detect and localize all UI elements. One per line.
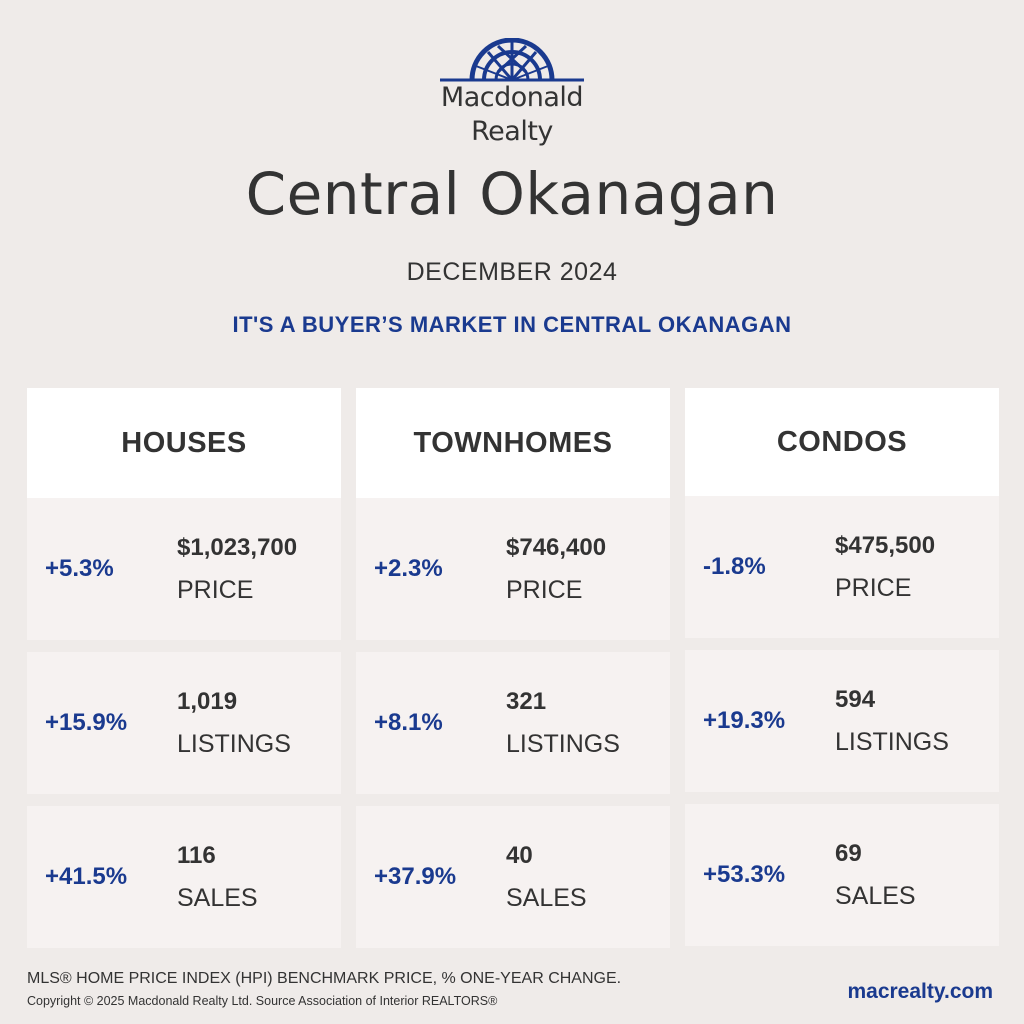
stat-card-listings: +8.1% 321 LISTINGS [356, 652, 670, 794]
stat-card-listings: +15.9% 1,019 LISTINGS [27, 652, 341, 794]
houses-column: HOUSES +5.3% $1,023,700 PRICE +15.9% 1,0… [27, 388, 341, 948]
copyright-notice: Copyright © 2025 Macdonald Realty Ltd. S… [27, 994, 498, 1008]
condos-column: CONDOS -1.8% $475,500 PRICE +19.3% 594 L… [685, 388, 999, 946]
stat-change: +8.1% [374, 709, 443, 736]
stat-change: +2.3% [374, 555, 443, 582]
stat-label: LISTINGS [177, 730, 291, 758]
brand-name-line1: Macdonald [440, 82, 584, 113]
report-month: DECEMBER 2024 [406, 258, 618, 286]
stat-value: 69 [835, 840, 862, 867]
stat-card-sales: +53.3% 69 SALES [685, 804, 999, 946]
stat-value: 1,019 [177, 688, 238, 715]
compass-rose-logo-icon [440, 38, 584, 82]
stat-label: SALES [506, 884, 587, 912]
stat-change: +53.3% [703, 861, 786, 888]
stat-value: 594 [835, 686, 876, 713]
stat-label: PRICE [506, 576, 583, 604]
stat-card-listings: +19.3% 594 LISTINGS [685, 650, 999, 792]
stat-card-price: +2.3% $746,400 PRICE [356, 498, 670, 640]
page-title: Central Okanagan [245, 160, 779, 228]
market-headline: IT'S A BUYER’S MARKET IN CENTRAL OKANAGA… [232, 312, 792, 337]
stat-card-price: -1.8% $475,500 PRICE [685, 496, 999, 638]
stat-card-sales: +41.5% 116 SALES [27, 806, 341, 948]
hpi-footnote: MLS® HOME PRICE INDEX (HPI) BENCHMARK PR… [27, 970, 622, 987]
stat-label: SALES [177, 884, 258, 912]
stat-value: 40 [506, 842, 533, 869]
brand-logo: Macdonald Realty [0, 34, 1024, 162]
column-header: HOUSES [27, 388, 341, 498]
stat-value: $746,400 [506, 534, 607, 561]
stat-change: -1.8% [703, 553, 766, 580]
townhomes-column: TOWNHOMES +2.3% $746,400 PRICE +8.1% 321… [356, 388, 670, 948]
column-header: TOWNHOMES [356, 388, 670, 498]
stat-card-price: +5.3% $1,023,700 PRICE [27, 498, 341, 640]
stat-change: +15.9% [45, 709, 128, 736]
stat-label: PRICE [177, 576, 254, 604]
brand-name-line2: Realty [471, 116, 553, 147]
stat-value: 116 [177, 842, 216, 869]
stat-value: $1,023,700 [177, 534, 298, 561]
stat-value: 321 [506, 688, 547, 715]
stat-label: LISTINGS [835, 728, 949, 756]
stat-change: +37.9% [374, 863, 457, 890]
column-header: CONDOS [685, 388, 999, 496]
stat-change: +19.3% [703, 707, 786, 734]
stat-label: SALES [835, 882, 916, 910]
stat-card-sales: +37.9% 40 SALES [356, 806, 670, 948]
stat-change: +5.3% [45, 555, 114, 582]
stat-value: $475,500 [835, 532, 936, 559]
stat-label: LISTINGS [506, 730, 620, 758]
website-link[interactable]: macrealty.com [847, 980, 993, 1003]
stat-change: +41.5% [45, 863, 128, 890]
stat-label: PRICE [835, 574, 912, 602]
